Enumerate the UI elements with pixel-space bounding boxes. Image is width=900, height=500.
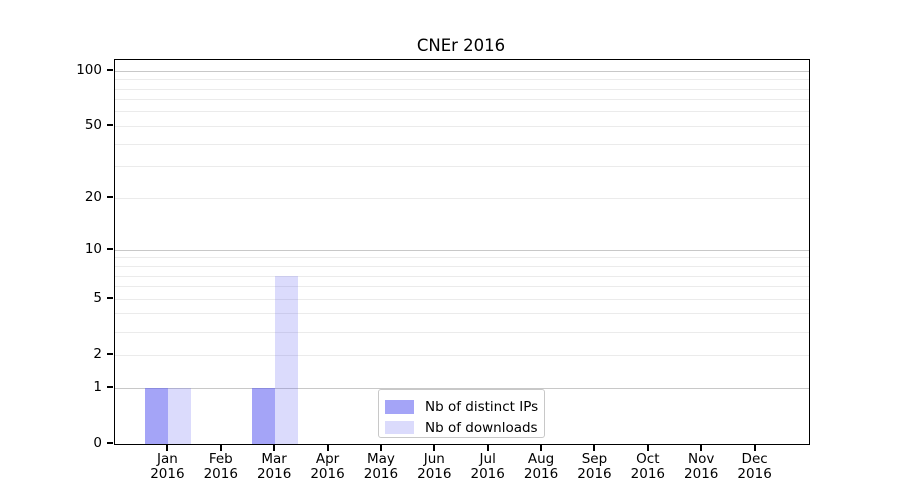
x-label-month: Jan bbox=[156, 451, 178, 467]
x-label-year: 2016 bbox=[363, 466, 399, 482]
gridline-y-3 bbox=[115, 331, 809, 333]
y-tick-0 bbox=[106, 442, 113, 444]
bar-nb-of-downloads-mar bbox=[275, 276, 299, 444]
gridline-y-20 bbox=[115, 197, 809, 199]
x-tick-mar bbox=[273, 445, 276, 451]
x-label-year: 2016 bbox=[737, 466, 772, 482]
x-label-month: Nov bbox=[688, 451, 715, 467]
gridline-y-2 bbox=[115, 354, 809, 356]
x-tick-label-jun: Jun 2016 bbox=[404, 452, 464, 482]
y-tick-label-2: 2 bbox=[93, 346, 102, 363]
y-tick-5 bbox=[106, 297, 113, 300]
x-tick-dec bbox=[753, 445, 756, 451]
gridline-y-90 bbox=[115, 79, 809, 81]
x-label-month: Aug bbox=[527, 451, 555, 467]
x-tick-aug bbox=[540, 445, 543, 451]
gridline-y-8 bbox=[115, 266, 809, 267]
x-tick-label-nov: Nov 2016 bbox=[671, 452, 731, 482]
major-gridline-y-100 bbox=[115, 70, 809, 72]
x-tick-label-oct: Oct 2016 bbox=[618, 452, 678, 482]
x-label-year: 2016 bbox=[310, 466, 345, 482]
x-tick-label-jan: Jan 2016 bbox=[137, 452, 197, 482]
x-tick-apr bbox=[326, 445, 329, 451]
x-label-year: 2016 bbox=[470, 466, 505, 482]
x-tick-feb bbox=[219, 445, 222, 451]
major-gridline-y-1 bbox=[115, 387, 809, 389]
x-label-year: 2016 bbox=[630, 466, 666, 482]
y-tick-label-5: 5 bbox=[93, 290, 102, 307]
gridline-y-9 bbox=[115, 257, 809, 259]
x-label-month: Mar bbox=[261, 451, 287, 467]
y-tick-1 bbox=[106, 386, 113, 388]
y-tick-label-20: 20 bbox=[84, 189, 102, 206]
x-tick-label-may: May 2016 bbox=[351, 452, 411, 482]
x-tick-sep bbox=[593, 445, 596, 451]
x-tick-label-aug: Aug 2016 bbox=[511, 452, 571, 482]
legend-entry-distinct-ips: Nb of distinct IPs bbox=[385, 400, 538, 414]
x-label-month: Jul bbox=[479, 451, 496, 467]
legend: Nb of distinct IPs Nb of downloads bbox=[378, 389, 545, 438]
x-tick-label-sep: Sep 2016 bbox=[564, 452, 624, 482]
x-label-year: 2016 bbox=[577, 466, 612, 482]
y-tick-label-50: 50 bbox=[84, 117, 102, 134]
legend-entry-downloads: Nb of downloads bbox=[385, 421, 538, 435]
x-tick-oct bbox=[646, 445, 649, 451]
gridline-y-40 bbox=[115, 143, 809, 145]
x-label-month: Apr bbox=[315, 451, 340, 467]
x-tick-may bbox=[379, 445, 382, 451]
x-tick-jul bbox=[486, 445, 489, 451]
x-label-month: May bbox=[366, 451, 395, 467]
gridline-y-60 bbox=[115, 111, 809, 113]
x-tick-label-feb: Feb 2016 bbox=[191, 452, 251, 482]
y-tick-label-1: 1 bbox=[93, 379, 102, 395]
y-tick-label-100: 100 bbox=[76, 62, 102, 79]
x-label-year: 2016 bbox=[684, 466, 719, 482]
x-tick-jan bbox=[166, 445, 169, 451]
x-tick-jun bbox=[433, 445, 436, 451]
x-label-year: 2016 bbox=[203, 466, 238, 482]
gridline-y-80 bbox=[115, 88, 809, 90]
bar-nb-of-downloads-jan bbox=[168, 388, 192, 444]
plot-area bbox=[114, 59, 810, 445]
legend-swatch-distinct-ips bbox=[385, 400, 414, 414]
y-tick-50 bbox=[106, 124, 113, 127]
bar-nb-of-distinct-ips-jan bbox=[145, 388, 169, 444]
x-tick-label-apr: Apr 2016 bbox=[298, 452, 358, 482]
gridline-y-50 bbox=[115, 125, 809, 127]
gridline-y-70 bbox=[115, 99, 809, 101]
x-label-month: Feb bbox=[208, 451, 233, 467]
chart-title: CNEr 2016 bbox=[416, 36, 506, 55]
y-tick-20 bbox=[106, 196, 113, 199]
x-tick-nov bbox=[700, 445, 703, 451]
y-tick-label-10: 10 bbox=[84, 241, 102, 258]
gridline-y-7 bbox=[115, 275, 809, 277]
bar-nb-of-distinct-ips-mar bbox=[252, 388, 276, 444]
y-tick-2 bbox=[106, 353, 113, 356]
x-tick-label-jul: Jul 2016 bbox=[458, 452, 518, 482]
gridline-y-6 bbox=[115, 286, 809, 288]
gridline-y-30 bbox=[115, 166, 809, 168]
legend-swatch-downloads bbox=[385, 420, 414, 435]
x-label-month: Oct bbox=[636, 451, 660, 467]
y-tick-10 bbox=[106, 248, 113, 251]
x-label-year: 2016 bbox=[256, 466, 292, 482]
gridline-y-4 bbox=[115, 313, 809, 315]
x-label-year: 2016 bbox=[417, 466, 452, 482]
major-gridline-y-10 bbox=[115, 249, 809, 251]
x-tick-label-dec: Dec 2016 bbox=[725, 452, 785, 482]
x-label-month: Jun bbox=[423, 451, 445, 467]
y-tick-label-0: 0 bbox=[93, 435, 102, 451]
x-label-month: Dec bbox=[741, 451, 768, 467]
x-tick-label-mar: Mar 2016 bbox=[244, 452, 304, 482]
x-label-year: 2016 bbox=[150, 466, 185, 482]
legend-label: Nb of downloads bbox=[425, 419, 538, 436]
legend-label: Nb of distinct IPs bbox=[425, 399, 539, 415]
gridline-y-5 bbox=[115, 298, 809, 300]
y-tick-100 bbox=[106, 69, 113, 72]
x-label-month: Sep bbox=[581, 451, 608, 467]
x-label-year: 2016 bbox=[523, 466, 559, 482]
